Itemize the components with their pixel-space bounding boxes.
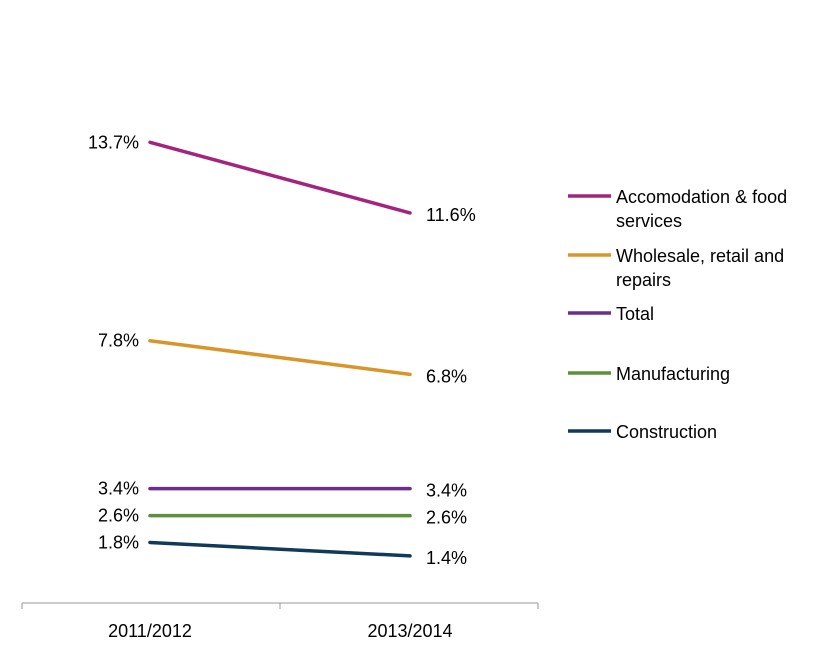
series-line-construction [148, 540, 412, 558]
series-line-wholesale-retail-and-repairs [148, 338, 412, 377]
data-label: 11.6% [426, 205, 476, 225]
series-line-accomodation-food-services [148, 140, 412, 215]
series-lines [148, 140, 412, 558]
legend-label: Manufacturing [616, 364, 730, 384]
legend: Accomodation & food services Wholesale, re… [568, 187, 787, 442]
data-label: 13.7% [88, 132, 139, 152]
legend-label: Accomodation & food services [616, 187, 787, 231]
x-axis: 2011/2012 2013/2014 [21, 602, 539, 641]
x-tick-label: 2011/2012 [108, 621, 192, 641]
x-tick-label: 2013/2014 [367, 621, 452, 641]
legend-label: Total [616, 304, 654, 324]
data-label: 1.8% [98, 532, 139, 552]
data-label: 3.4% [426, 481, 467, 501]
legend-item: Manufacturing [568, 364, 730, 384]
data-label: 3.4% [98, 479, 139, 499]
legend-item: Total [568, 304, 654, 324]
legend-label: Construction [616, 422, 717, 442]
legend-label: Wholesale, retail and repairs [616, 246, 784, 290]
legend-item: Accomodation & food services [568, 187, 787, 231]
data-label: 2.6% [426, 508, 467, 528]
legend-item: Wholesale, retail and repairs [568, 246, 784, 290]
data-label: 7.8% [98, 331, 139, 351]
legend-item: Construction [568, 422, 717, 442]
data-label: 6.8% [426, 366, 467, 386]
data-label: 1.4% [426, 548, 467, 568]
data-labels: 13.7% 11.6% 7.8% 6.8% 3.4% 3.4% 2.6% 2.6% 1.8% 1.… [88, 132, 476, 568]
data-label: 2.6% [98, 506, 139, 526]
